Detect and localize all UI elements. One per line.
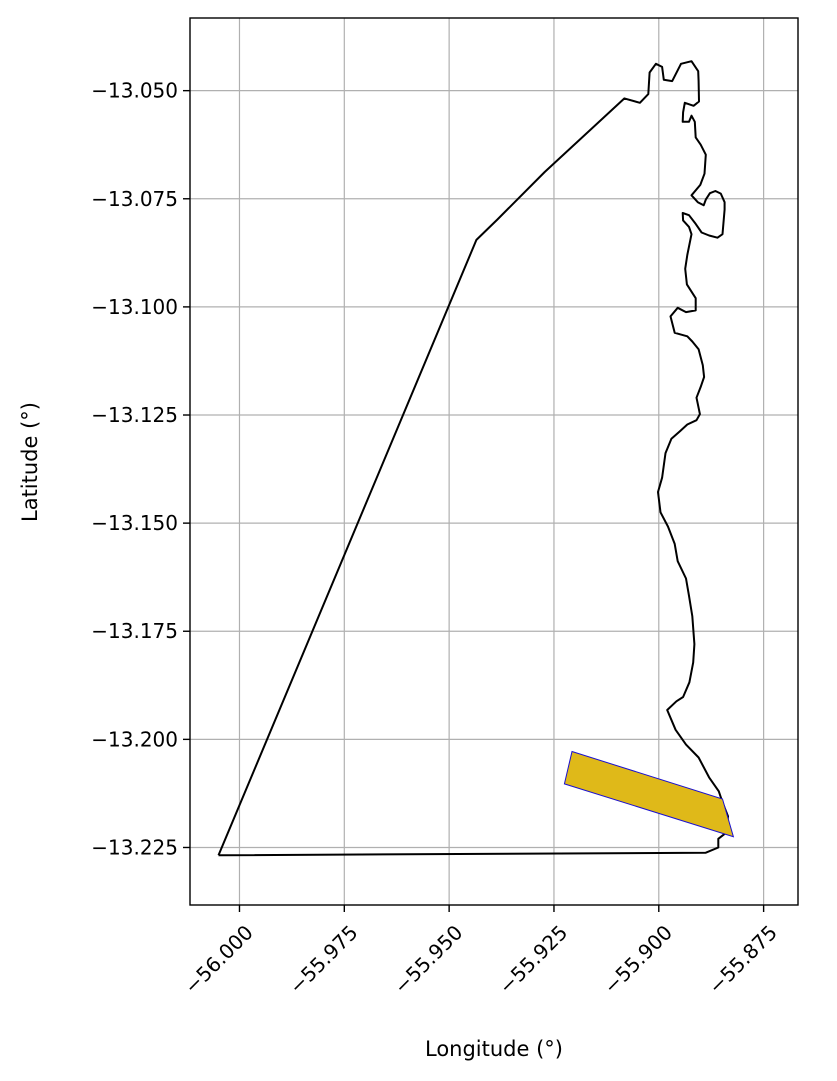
- grid-lines: [190, 18, 798, 905]
- y-tick-label: −13.100: [91, 295, 178, 319]
- x-axis-label: Longitude (°): [425, 1037, 563, 1061]
- y-tick-label: −13.050: [91, 79, 178, 103]
- highlight-polygon: [563, 750, 735, 838]
- plot-frame: [189, 17, 799, 906]
- boundary-outline: [217, 60, 729, 857]
- y-tick-label: −13.150: [91, 511, 178, 535]
- y-tick-label: −13.125: [91, 403, 178, 427]
- y-tick-label: −13.175: [91, 619, 178, 643]
- y-tick-label: −13.225: [91, 835, 178, 859]
- y-axis-label: Latitude (°): [18, 402, 42, 522]
- y-tick-label: −13.075: [91, 187, 178, 211]
- plot-data: [217, 60, 735, 857]
- y-tick-label: −13.200: [91, 727, 178, 751]
